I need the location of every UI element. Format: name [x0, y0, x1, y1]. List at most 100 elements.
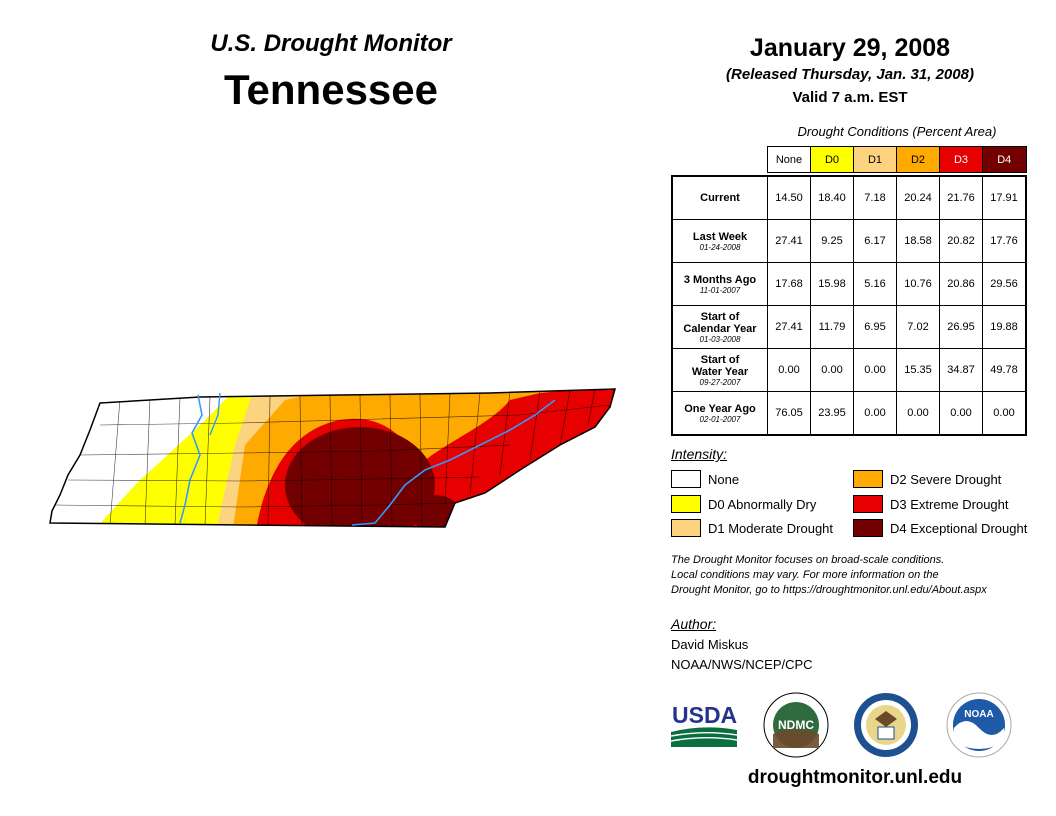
- legend-label: D3 Extreme Drought: [890, 496, 1009, 512]
- table-cell: 0.00: [982, 391, 1027, 436]
- legend-item-d0: D0 Abnormally Dry: [671, 495, 816, 513]
- table-cell: 18.40: [810, 175, 854, 220]
- usda-logo-text: USDA: [672, 702, 737, 728]
- table-cell: 0.00: [853, 391, 897, 436]
- table-row: Last Week 01-24-2008 27.41 9.25 6.17 18.58 20.…: [671, 219, 1027, 263]
- table-cell: 0.00: [896, 391, 940, 436]
- legend-swatch: [853, 495, 883, 513]
- zone-d4-east: [410, 495, 460, 527]
- table-cell: 6.95: [853, 305, 897, 349]
- table-cell: 20.82: [939, 219, 983, 263]
- state-title: Tennessee: [224, 66, 438, 113]
- row-date: 02-01-2007: [699, 414, 741, 424]
- legend-label: None: [708, 471, 740, 487]
- table-cell: 0.00: [767, 348, 811, 392]
- legend-label: D1 Moderate Drought: [708, 520, 834, 536]
- row-label-line2: Calendar Year: [683, 322, 757, 335]
- commerce-seal-logo: [854, 693, 918, 757]
- table-row: One Year Ago 02-01-2007 76.05 23.95 0.00 0.00…: [671, 391, 1027, 436]
- row-label-line1: One Year Ago: [684, 402, 756, 415]
- legend-item-d1: D1 Moderate Drought: [671, 519, 833, 537]
- map-date: January 29, 2008: [749, 34, 951, 62]
- table-row: Current 14.50 18.40 7.18 20.24 21.76 17.91: [671, 175, 1027, 220]
- table-cell: 76.05: [767, 391, 811, 436]
- tennessee-river-west: [179, 394, 203, 524]
- column-header: None: [767, 146, 811, 173]
- row-label: One Year Ago 02-01-2007: [671, 391, 768, 436]
- table-cell: 27.41: [767, 219, 811, 263]
- note-line: The Drought Monitor focuses on broad-sca…: [671, 554, 945, 566]
- table-cell: 20.24: [896, 175, 940, 220]
- legend-label: D4 Exceptional Drought: [890, 520, 1028, 536]
- row-label: Last Week 01-24-2008: [671, 219, 768, 263]
- noaa-logo: NOAA: [946, 692, 1012, 758]
- author-title: Author:: [671, 616, 717, 632]
- table-cell: 34.87: [939, 348, 983, 392]
- legend-swatch: [671, 470, 701, 488]
- table-title: Drought Conditions (Percent Area): [797, 124, 997, 139]
- legend-swatch: [853, 470, 883, 488]
- table-cell: 49.78: [982, 348, 1027, 392]
- table-cell: 14.50: [767, 175, 811, 220]
- table-cell: 11.79: [810, 305, 854, 349]
- legend-item-d3: D3 Extreme Drought: [853, 495, 1009, 513]
- table-cell: 17.68: [767, 262, 811, 306]
- legend-title: Intensity:: [671, 446, 728, 462]
- table-cell: 27.41: [767, 305, 811, 349]
- row-label-line1: Last Week: [692, 230, 748, 243]
- noaa-logo-text: NOAA: [964, 709, 993, 720]
- row-date: 01-03-2008: [699, 334, 741, 344]
- cumberland-river-west: [209, 392, 221, 436]
- map-subtitle: U.S. Drought Monitor: [210, 30, 452, 57]
- row-label: Start of Calendar Year 01-03-2008: [671, 305, 768, 349]
- column-header: D0: [810, 146, 854, 173]
- table-cell: 17.91: [982, 175, 1027, 220]
- table-cell: 0.00: [939, 391, 983, 436]
- row-label: Current: [671, 175, 768, 220]
- legend-swatch: [671, 495, 701, 513]
- table-cell: 15.98: [810, 262, 854, 306]
- author-org: NOAA/NWS/NCEP/CPC: [671, 657, 813, 672]
- release-date: (Released Thursday, Jan. 31, 2008): [726, 66, 974, 83]
- table-cell: 0.00: [810, 348, 854, 392]
- valid-time: Valid 7 a.m. EST: [792, 89, 908, 106]
- row-label-line1: 3 Months Ago: [683, 273, 757, 286]
- table-cell: 15.35: [896, 348, 940, 392]
- table-cell: 18.58: [896, 219, 940, 263]
- table-row: 3 Months Ago 11-01-2007 17.68 15.98 5.16 10.7…: [671, 262, 1027, 306]
- table-cell: 29.56: [982, 262, 1027, 306]
- state-border: [49, 388, 616, 528]
- row-label-line1: Current: [700, 192, 740, 204]
- author-name: David Miskus: [671, 637, 749, 652]
- website-link[interactable]: droughtmonitor.unl.edu: [747, 767, 963, 788]
- table-cell: 0.00: [853, 348, 897, 392]
- legend-swatch: [853, 519, 883, 537]
- legend-label: D0 Abnormally Dry: [708, 496, 817, 512]
- tennessee-drought-map: [49, 388, 616, 528]
- column-header: D4: [982, 146, 1027, 173]
- column-header: D3: [939, 146, 983, 173]
- table-cell: 7.02: [896, 305, 940, 349]
- table-cell: 9.25: [810, 219, 854, 263]
- disclaimer-note: The Drought Monitor focuses on broad-sca…: [671, 553, 1041, 598]
- zone-d4: [285, 427, 435, 527]
- table-cell: 17.76: [982, 219, 1027, 263]
- row-label-line2: Water Year: [691, 365, 749, 378]
- legend-label: D2 Severe Drought: [890, 471, 1002, 487]
- table-body: Current 14.50 18.40 7.18 20.24 21.76 17.91 Last…: [671, 175, 1027, 436]
- legend-swatch: [671, 519, 701, 537]
- column-header: D1: [853, 146, 897, 173]
- legend-item-none: None: [671, 470, 739, 488]
- table-row: Start of Water Year 09-27-2007 0.00 0.00 0.00…: [671, 348, 1027, 392]
- table-cell: 20.86: [939, 262, 983, 306]
- column-header: D2: [896, 146, 940, 173]
- ndmc-logo: NDMC: [763, 692, 829, 758]
- table-cell: 23.95: [810, 391, 854, 436]
- legend-item-d2: D2 Severe Drought: [853, 470, 1001, 488]
- row-label: 3 Months Ago 11-01-2007: [671, 262, 768, 306]
- table-cell: 21.76: [939, 175, 983, 220]
- legend-item-d4: D4 Exceptional Drought: [853, 519, 1027, 537]
- ndmc-logo-text: NDMC: [778, 718, 814, 732]
- table-cell: 5.16: [853, 262, 897, 306]
- table-cell: 26.95: [939, 305, 983, 349]
